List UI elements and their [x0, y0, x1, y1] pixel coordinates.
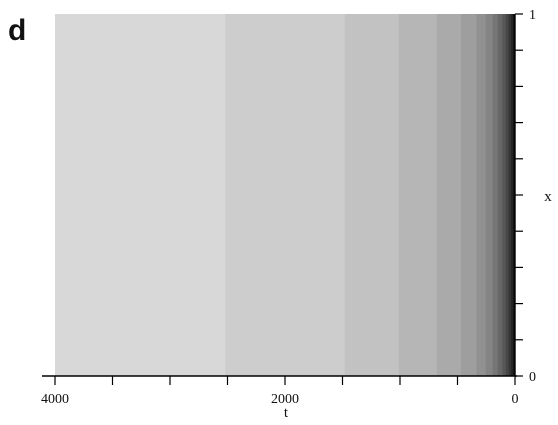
x-tick-label: 0	[512, 392, 519, 407]
y-tick-label: 0	[529, 370, 536, 385]
y-ticks: 01	[515, 8, 536, 385]
panel-label: d	[8, 14, 26, 47]
y-tick-label: 1	[529, 8, 536, 23]
x-tick-label: 4000	[41, 392, 69, 407]
x-axis-label: t	[284, 405, 289, 421]
contour-bands	[55, 14, 515, 376]
y-axis-label: x	[544, 189, 552, 205]
axes: 4000 2000 0 01	[41, 8, 536, 407]
x-tick-label: 2000	[271, 392, 299, 407]
x-ticks: 4000 2000 0	[41, 376, 519, 407]
